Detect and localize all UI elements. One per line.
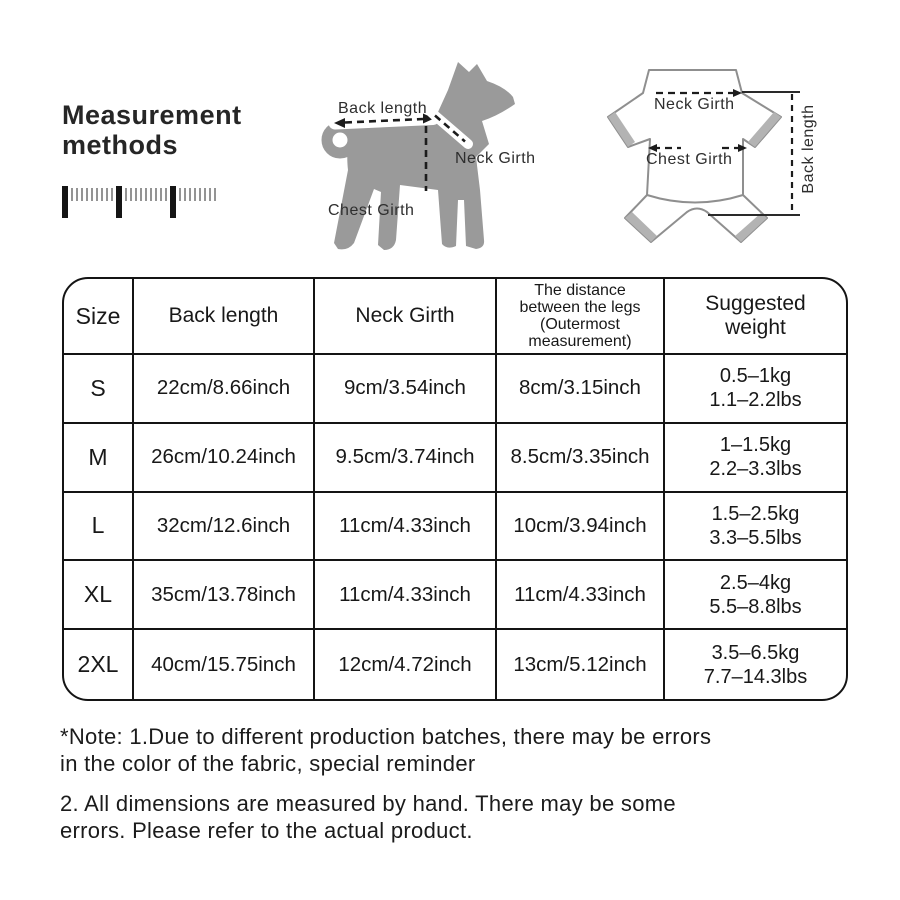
ruler-icon (62, 186, 216, 220)
weight-kg: 1.5–2.5kg (711, 502, 800, 525)
back-length-dashed-line (344, 117, 424, 124)
table-cell: 22cm/8.66inch (134, 355, 315, 424)
table-cell: 12cm/4.72inch (315, 630, 497, 699)
col-header-size: Size (64, 279, 134, 355)
table-cell: 8.5cm/3.35inch (497, 423, 665, 493)
table-cell: 1.5–2.5kg 3.3–5.5lbs (665, 493, 846, 562)
dog-neck-girth-label: Neck Girth (455, 150, 536, 167)
arrow-right-icon (423, 113, 434, 124)
table-cell: 2XL (64, 630, 134, 699)
dog-back-length-label: Back length (338, 100, 428, 117)
table-cell: 8cm/3.15inch (497, 355, 665, 424)
dog-body-icon (334, 62, 515, 250)
dog-chest-girth-label: Chest Girth (328, 202, 415, 219)
left-sleeve-cuff (608, 112, 635, 147)
table-cell: 35cm/13.78inch (134, 561, 315, 631)
arrow-right-icon (733, 89, 742, 97)
table-cell: 10cm/3.94inch (497, 492, 665, 562)
weight-kg: 1–1.5kg (719, 434, 792, 457)
garment-neck-girth-label: Neck Girth (654, 96, 735, 113)
weight-lbs: 2.2–3.3lbs (709, 458, 802, 481)
weight-lbs: 5.5–8.8lbs (709, 595, 802, 618)
arrow-left-icon (334, 118, 345, 128)
table-cell: 9cm/3.54inch (315, 355, 497, 424)
dog-silhouette-icon (321, 62, 515, 250)
weight-lbs: 3.3–5.5lbs (709, 526, 802, 549)
notes-section: *Note: 1.Due to different production bat… (60, 724, 890, 844)
table-cell: S (64, 355, 134, 424)
weight-kg: 3.5–6.5kg (711, 641, 800, 664)
dog-measurement-diagram: Back length Neck Girth Chest Girth (310, 40, 570, 270)
weight-kg: 2.5–4kg (719, 571, 792, 594)
table-cell: M (64, 423, 134, 493)
table-cell: 3.5–6.5kg 7.7–14.3lbs (665, 630, 846, 699)
weight-lbs: 7.7–14.3lbs (703, 665, 808, 688)
table-cell: 11cm/4.33inch (315, 492, 497, 562)
garment-outline-icon (607, 69, 800, 243)
col-header-neck-girth: Neck Girth (315, 279, 497, 355)
page-title: Measurement methods (62, 100, 242, 160)
arrow-left-icon (648, 144, 657, 152)
table-cell: XL (64, 561, 134, 631)
right-sleeve-cuff (748, 112, 781, 147)
col-header-leg-distance: The distance between the legs (Outermost… (497, 279, 665, 355)
table-cell: 11cm/4.33inch (497, 561, 665, 631)
garment-measurement-diagram: Neck Girth Chest Girth Back length (595, 40, 875, 265)
table-cell: 26cm/10.24inch (134, 423, 315, 493)
garment-hem-line (646, 194, 744, 204)
garment-back-length-label: Back length (800, 104, 817, 194)
table-cell: L (64, 492, 134, 562)
table-cell: 32cm/12.6inch (134, 492, 315, 562)
table-cell: 11cm/4.33inch (315, 561, 497, 631)
note-2: 2. All dimensions are measured by hand. … (60, 791, 676, 843)
table-cell: 1–1.5kg 2.2–3.3lbs (665, 424, 846, 493)
left-leg-cuff (625, 212, 657, 242)
garment-chest-girth-label: Chest Girth (646, 151, 733, 168)
table-cell: 2.5–4kg 5.5–8.8lbs (665, 561, 846, 631)
table-cell: 0.5–1kg 1.1–2.2lbs (665, 355, 846, 424)
right-leg-cuff (735, 213, 767, 242)
arrow-right-icon (738, 144, 747, 152)
weight-kg: 0.5–1kg (719, 365, 792, 388)
note-1: *Note: 1.Due to different production bat… (60, 724, 712, 776)
col-header-weight: Suggested weight (665, 279, 846, 355)
col-header-back-length: Back length (134, 279, 315, 355)
weight-lbs: 1.1–2.2lbs (709, 389, 802, 412)
table-cell: 13cm/5.12inch (497, 630, 665, 699)
table-cell: 40cm/15.75inch (134, 630, 315, 699)
table-cell: 9.5cm/3.74inch (315, 423, 497, 493)
size-table: Size Back length Neck Girth The distance… (62, 277, 848, 701)
neck-girth-dashed-line (434, 114, 466, 143)
